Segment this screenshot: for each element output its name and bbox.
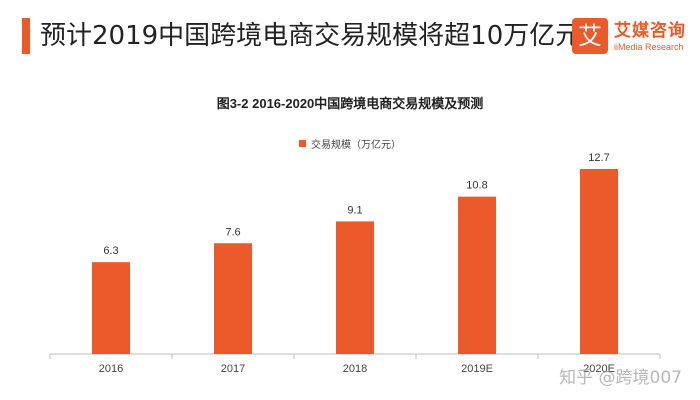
x-tick-label-2017: 2017: [221, 363, 245, 375]
watermark: 知乎 @跨境007: [559, 368, 682, 388]
chart-title: 图3-2 2016-2020中国跨境电商交易规模及预测: [216, 96, 484, 111]
bar-2020E: [580, 168, 618, 354]
legend-label: 交易规模（万亿元）: [311, 140, 401, 151]
bar-2017: [214, 243, 252, 354]
x-tick-label-2019E: 2019E: [461, 363, 493, 375]
bar-2018: [336, 221, 374, 354]
headline-accent-bar: [22, 18, 30, 54]
brand-logo-block: 艾 艾媒咨询 iiMedia Research: [572, 14, 686, 58]
brand-subtitle: iiMedia Research: [614, 41, 684, 52]
data-label-2017: 7.6: [225, 226, 240, 238]
brand-logo-icon: 艾: [572, 18, 608, 54]
data-label-2020E: 12.7: [588, 152, 609, 164]
page-headline: 预计2019中国跨境电商交易规模将超10万亿元: [40, 21, 582, 51]
legend-swatch: [299, 140, 306, 147]
data-label-2019E: 10.8: [466, 180, 487, 192]
data-label-2016: 6.3: [103, 245, 118, 257]
brand-name: 艾媒咨询: [614, 20, 686, 41]
x-tick-label-2020E: 2020E: [583, 363, 615, 375]
data-label-2018: 9.1: [347, 204, 362, 216]
brand-text: 艾媒咨询 iiMedia Research: [614, 20, 686, 53]
x-tick-label-2018: 2018: [343, 363, 367, 375]
bar-2019E: [458, 196, 496, 354]
chart-legend: 交易规模（万亿元）: [0, 136, 700, 151]
x-tick-label-2016: 2016: [99, 363, 123, 375]
bar-2016: [92, 262, 130, 354]
